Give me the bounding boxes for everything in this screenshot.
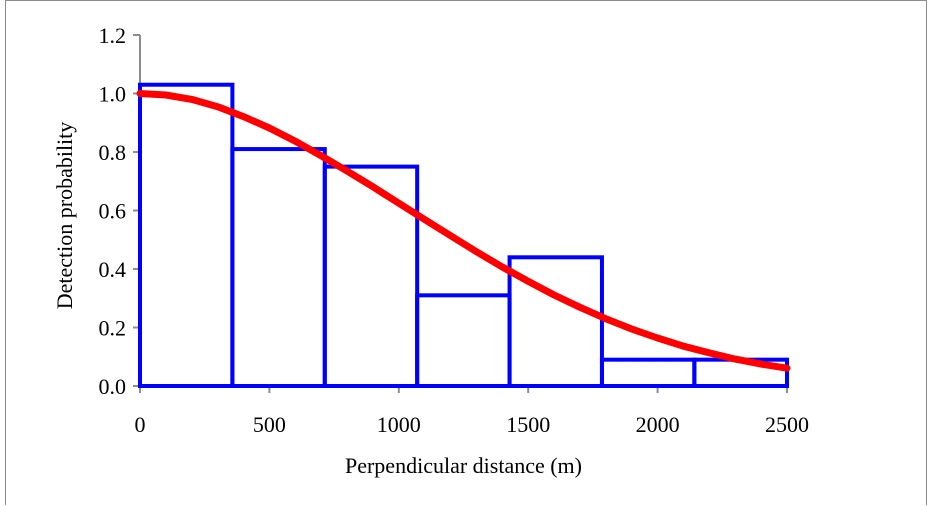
x-axis-title: Perpendicular distance (m): [345, 453, 582, 478]
x-tick-label: 1500: [506, 412, 550, 437]
x-tick-label: 500: [253, 412, 286, 437]
y-tick-label: 0.6: [99, 199, 127, 224]
histogram-bar: [322, 164, 420, 388]
detection-curve: [136, 90, 791, 372]
x-tick-label: 1000: [377, 412, 421, 437]
histogram-bar: [599, 357, 697, 388]
x-tick-label: 0: [135, 412, 146, 437]
y-tick-label: 1.0: [99, 82, 127, 107]
y-axis-title: Detection probability: [52, 122, 77, 310]
y-tick-label: 0.8: [99, 140, 127, 165]
histogram-bar: [138, 82, 235, 388]
histogram-bar: [415, 293, 512, 389]
x-tick-label: 2500: [765, 412, 809, 437]
y-tick-label: 1.2: [99, 23, 127, 48]
y-tick-label: 0.2: [99, 316, 127, 341]
histogram-bars: [138, 82, 790, 389]
y-tick-label: 0.0: [99, 374, 127, 399]
histogram-bar: [230, 147, 327, 388]
detection-curve-layer: [136, 90, 791, 372]
y-tick-label: 0.4: [99, 257, 127, 282]
x-tick-label: 2000: [636, 412, 680, 437]
tick-labels: 0.0 0.2 0.4 0.6 0.8 1.0 1.2 0 500 1000 1500 2000 250…: [99, 23, 810, 437]
histogram-bar: [507, 255, 604, 388]
